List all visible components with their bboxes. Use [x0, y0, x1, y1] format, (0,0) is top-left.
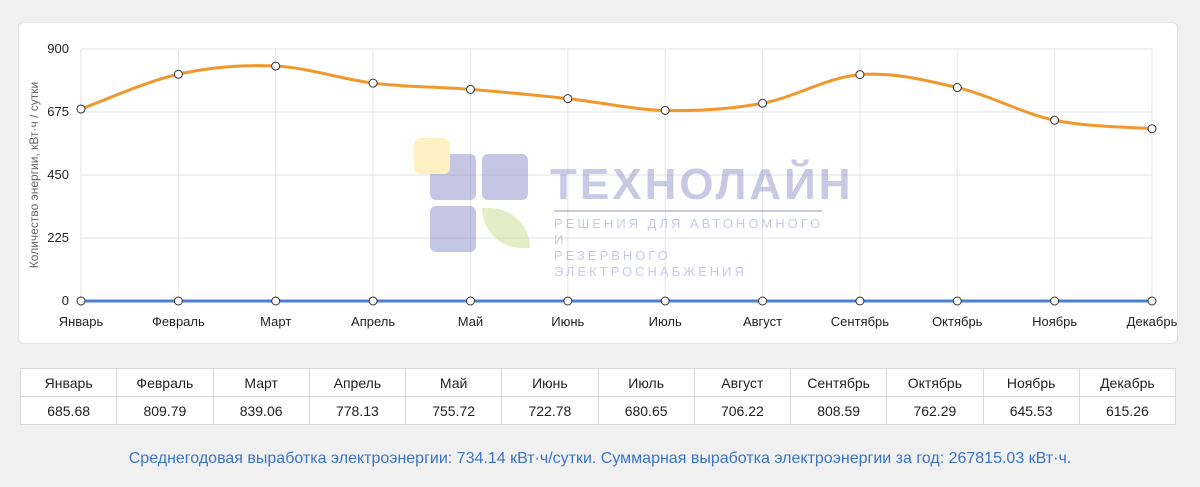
data-point: [271, 61, 281, 71]
y-tick-label: 900: [47, 41, 69, 56]
table-value-cell: 680.65: [597, 396, 695, 425]
y-axis-label: Количество энергии, кВт·ч / сутки: [27, 82, 41, 268]
table-value-cell: 685.68: [19, 396, 118, 425]
table-value-cell: 755.72: [404, 396, 503, 425]
watermark-subtitle-line2: РЕЗЕРВНОГО ЭЛЕКТРОСНАБЖЕНИЯ: [554, 248, 747, 279]
x-tick-label: Октябрь: [932, 314, 983, 329]
table-value-cell: 808.59: [789, 396, 888, 425]
x-tick-label: Ноябрь: [1032, 314, 1077, 329]
data-point: [758, 98, 768, 108]
data-point: [368, 78, 378, 88]
data-point: [76, 296, 86, 306]
data-point: [563, 296, 573, 306]
data-point: [563, 94, 573, 104]
x-tick-label: Июнь: [551, 314, 584, 329]
data-point: [855, 70, 865, 80]
x-tick-label: Апрель: [351, 314, 395, 329]
table-header-cell: Июнь: [501, 368, 599, 397]
logo-panel-icon: [430, 206, 476, 252]
data-point: [465, 296, 475, 306]
x-tick-label: Август: [743, 314, 782, 329]
table-header-cell: Февраль: [116, 368, 214, 397]
data-point: [368, 296, 378, 306]
table-value-cell: 762.29: [886, 396, 984, 425]
y-tick-label: 450: [47, 167, 69, 182]
table-header-row: Январь Февраль Март Апрель Май Июнь Июль…: [19, 368, 1177, 397]
watermark-subtitle: РЕШЕНИЯ ДЛЯ АВТОНОМНОГО И РЕЗЕРВНОГО ЭЛЕ…: [554, 216, 832, 280]
x-tick-label: Январь: [59, 314, 104, 329]
data-point: [76, 104, 86, 114]
chart-panel: 0 225 450 675 900 Январь Февраль Март Апрель Май И…: [18, 22, 1178, 344]
data-point: [660, 296, 670, 306]
table-header-cell: Ноябрь: [982, 368, 1080, 397]
y-tick-label: 675: [47, 104, 69, 119]
watermark-title: ТЕХНОЛАЙН: [550, 160, 854, 209]
x-tick-label: Декабрь: [1127, 314, 1177, 329]
data-point: [952, 296, 962, 306]
logo-leaf-icon: [482, 208, 530, 248]
table-value-cell: 839.06: [212, 396, 310, 425]
data-point: [660, 105, 670, 115]
table-value-cell: 615.26: [1078, 396, 1177, 425]
watermark-divider: [554, 210, 822, 212]
data-point: [173, 69, 183, 79]
table-header-cell: Август: [693, 368, 792, 397]
table-value-cell: 778.13: [308, 396, 407, 425]
table-header-cell: Апрель: [308, 368, 407, 397]
y-tick-label: 225: [47, 230, 69, 245]
y-tick-label: 0: [62, 293, 69, 308]
table-header-cell: Январь: [19, 368, 118, 397]
table-header-cell: Октябрь: [886, 368, 984, 397]
table-header-cell: Июль: [597, 368, 695, 397]
x-tick-label: Сентябрь: [831, 314, 889, 329]
x-tick-label: Февраль: [152, 314, 205, 329]
logo-panel-icon: [482, 154, 528, 200]
series-line: [80, 64, 1153, 131]
table-value-cell: 706.22: [693, 396, 792, 425]
table-values-row: 685.68 809.79 839.06 778.13 755.72 722.7…: [19, 396, 1177, 425]
data-point: [952, 83, 962, 93]
data-point: [855, 296, 865, 306]
data-point: [758, 296, 768, 306]
line-chart: 0 225 450 675 900 Январь Февраль Март Апрель Май И…: [27, 41, 1177, 329]
data-point: [1147, 124, 1157, 134]
table-header-cell: Сентябрь: [789, 368, 888, 397]
x-tick-label: Июль: [649, 314, 682, 329]
data-point: [1147, 296, 1157, 306]
data-point: [173, 296, 183, 306]
monthly-values-table: Январь Февраль Март Апрель Май Июнь Июль…: [19, 368, 1177, 425]
table-header-cell: Март: [212, 368, 310, 397]
data-point: [271, 296, 281, 306]
annual-summary-text: Среднегодовая выработка электроэнергии: …: [128, 450, 1072, 467]
x-tick-label: Март: [260, 314, 291, 329]
data-point: [1050, 296, 1060, 306]
technoline-watermark: ТЕХНОЛАЙН РЕШЕНИЯ ДЛЯ АВТОНОМНОГО И РЕЗЕ…: [412, 138, 851, 279]
logo-sun-icon: [414, 138, 450, 174]
watermark-subtitle-line1: РЕШЕНИЯ ДЛЯ АВТОНОМНОГО И: [554, 216, 824, 247]
data-point: [465, 84, 475, 94]
table-value-cell: 809.79: [116, 396, 214, 425]
data-point: [1050, 115, 1060, 125]
table-value-cell: 722.78: [501, 396, 599, 425]
table-header-cell: Май: [404, 368, 503, 397]
table-value-cell: 645.53: [982, 396, 1080, 425]
table-header-cell: Декабрь: [1078, 368, 1177, 397]
x-tick-label: Май: [458, 314, 483, 329]
